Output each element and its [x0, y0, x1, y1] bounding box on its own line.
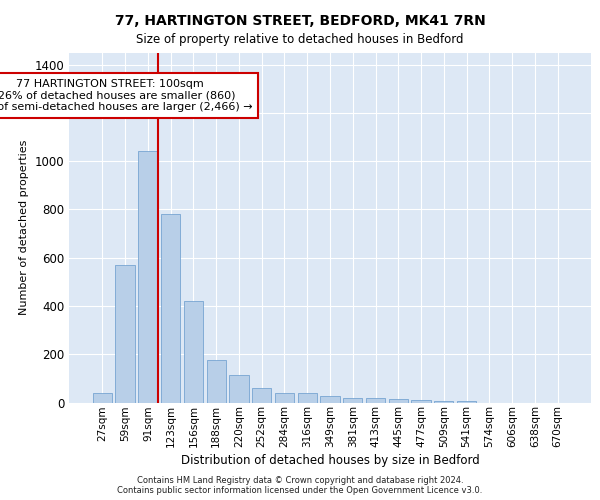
- Bar: [343, 398, 362, 402]
- Bar: [229, 374, 248, 402]
- Bar: [161, 214, 181, 402]
- Bar: [275, 393, 294, 402]
- Bar: [93, 393, 112, 402]
- Text: 77 HARTINGTON STREET: 100sqm
← 26% of detached houses are smaller (860)
74% of s: 77 HARTINGTON STREET: 100sqm ← 26% of de…: [0, 79, 252, 112]
- Bar: [206, 360, 226, 403]
- Text: Contains public sector information licensed under the Open Government Licence v3: Contains public sector information licen…: [118, 486, 482, 495]
- Bar: [412, 400, 431, 402]
- Bar: [252, 388, 271, 402]
- Bar: [184, 301, 203, 402]
- Text: Size of property relative to detached houses in Bedford: Size of property relative to detached ho…: [136, 32, 464, 46]
- Text: Contains HM Land Registry data © Crown copyright and database right 2024.: Contains HM Land Registry data © Crown c…: [137, 476, 463, 485]
- Bar: [320, 396, 340, 402]
- Bar: [115, 265, 135, 402]
- Bar: [389, 399, 408, 402]
- Text: 77, HARTINGTON STREET, BEDFORD, MK41 7RN: 77, HARTINGTON STREET, BEDFORD, MK41 7RN: [115, 14, 485, 28]
- Bar: [298, 393, 317, 402]
- Bar: [366, 398, 385, 402]
- Y-axis label: Number of detached properties: Number of detached properties: [19, 140, 29, 315]
- Bar: [138, 152, 158, 402]
- X-axis label: Distribution of detached houses by size in Bedford: Distribution of detached houses by size …: [181, 454, 479, 468]
